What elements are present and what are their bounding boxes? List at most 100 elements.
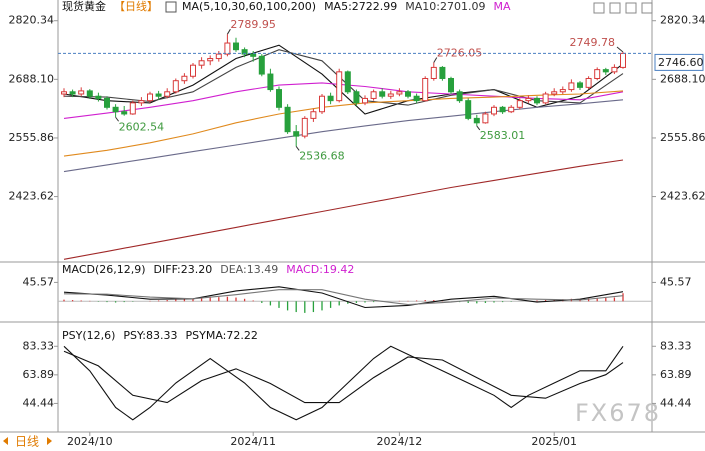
indicator-line [63, 286, 624, 309]
candle-body [267, 73, 274, 91]
candle-body [370, 91, 377, 99]
y-tick-label: 2555.86 [9, 131, 55, 144]
candle-body [499, 106, 506, 113]
icon[interactable] [625, 2, 637, 14]
extreme-label: 2602.54 [119, 120, 165, 133]
indicator-line [63, 99, 624, 173]
candle-body [568, 82, 575, 91]
legend-entry: MA5:2722.99 [324, 0, 397, 13]
candle-body [104, 97, 110, 108]
y-tick-label: 44.44 [23, 396, 55, 409]
candle-body [233, 42, 239, 51]
legend-entry: MACD:19.42 [286, 263, 354, 276]
candle-body [78, 90, 85, 95]
toolbar-icons [593, 2, 653, 14]
candle-body [491, 106, 497, 115]
extreme-pointer [226, 28, 231, 35]
candle-body [473, 117, 480, 124]
candle-body [525, 97, 532, 102]
legend-entry: MA10:2701.09 [405, 0, 485, 13]
y-tick-label: 63.89 [23, 368, 55, 381]
y-tick-label: 2820.34 [660, 14, 705, 27]
candle-body [422, 77, 429, 102]
candle-body [439, 66, 446, 79]
y-tick-label: 2820.34 [9, 14, 55, 27]
y-tick-label: 83.33 [23, 339, 55, 352]
x-tick-label: 2024/10 [67, 435, 113, 448]
candle-body [508, 106, 515, 113]
legend-entry: MA(5,10,30,60,100,200) [182, 0, 316, 13]
candle-body [250, 53, 257, 57]
candle-body [164, 91, 171, 97]
y-tick-label: 45.57 [660, 275, 692, 288]
candle-body [61, 91, 67, 95]
y-tick-label: 2688.10 [9, 72, 55, 85]
candle-body [293, 131, 300, 137]
candle-body [310, 111, 317, 119]
candle-body [542, 93, 549, 104]
candle-body [344, 71, 351, 93]
extreme-pointer [115, 116, 119, 122]
candle-body [69, 91, 76, 95]
candle-body [112, 106, 119, 113]
icon[interactable] [641, 2, 653, 14]
candle-body [430, 66, 437, 79]
legend-entry: PSY(12,6) [62, 329, 115, 342]
y-tick-label: 44.44 [660, 396, 692, 409]
candle-body [258, 55, 265, 75]
legend-icon [165, 1, 177, 13]
candle-body [611, 66, 618, 73]
candle-body [95, 95, 102, 99]
indicator-line [63, 159, 624, 260]
candle-body [405, 91, 411, 97]
indicator-line [63, 90, 624, 157]
candle-body [551, 91, 558, 95]
candle-body [284, 106, 291, 133]
candle-body [336, 71, 343, 102]
icon[interactable] [593, 2, 605, 14]
icon[interactable] [609, 2, 621, 14]
candle-body [138, 100, 145, 104]
last-price-label: 2746.60 [658, 56, 704, 69]
extreme-pointer [295, 146, 300, 151]
y-tick-label: 2688.10 [660, 72, 705, 85]
candle-body [465, 100, 472, 119]
candle-body [585, 77, 592, 88]
candle-body [387, 93, 394, 97]
candle-body [482, 113, 489, 124]
y-tick-label: 2423.62 [9, 190, 55, 203]
candle-body [207, 58, 214, 62]
indicator-line [63, 289, 624, 306]
last-price-box [654, 53, 704, 71]
extreme-label: 2789.95 [230, 18, 276, 31]
candle-body [172, 80, 179, 93]
candle-body [602, 69, 609, 73]
candle-body [181, 75, 188, 82]
period-arrows[interactable] [3, 437, 52, 445]
period-button[interactable]: 日线 [15, 435, 39, 449]
candle-body [577, 82, 583, 88]
candle-body [413, 95, 420, 102]
candle-body [319, 95, 325, 113]
candle-body [155, 93, 162, 97]
candle-body [559, 89, 566, 93]
candle-body [121, 111, 128, 115]
candle-body [594, 69, 601, 79]
candle-body [190, 64, 196, 77]
candle-body [276, 89, 282, 108]
y-tick-label: 83.33 [660, 339, 692, 352]
y-tick-label: 63.89 [660, 368, 692, 381]
candle-body [198, 60, 205, 66]
candle-body [396, 91, 403, 95]
y-tick-label: 2555.86 [660, 131, 705, 144]
legend-entry: MACD(26,12,9) [62, 263, 146, 276]
indicator-line [63, 350, 624, 404]
legend-entry: PSY:83.33 [123, 329, 177, 342]
legend-entry: 现货黄金 [62, 0, 106, 13]
extreme-pointer [433, 57, 438, 63]
y-tick-label: 2423.62 [660, 190, 705, 203]
legend-entry: DIFF:23.20 [154, 263, 213, 276]
candle-body [448, 77, 454, 93]
